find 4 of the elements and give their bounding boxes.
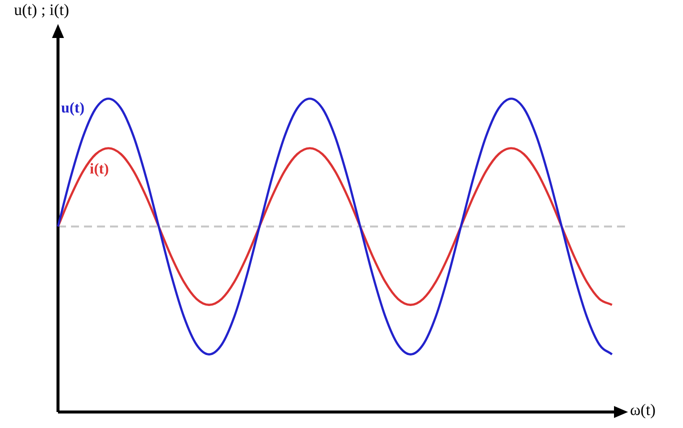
series-label: u(t) xyxy=(61,100,85,117)
series-label: i(t) xyxy=(90,162,109,178)
y-axis-title: u(t) ; i(t) xyxy=(14,2,70,20)
x-axis-title: ω(t) xyxy=(630,402,656,420)
